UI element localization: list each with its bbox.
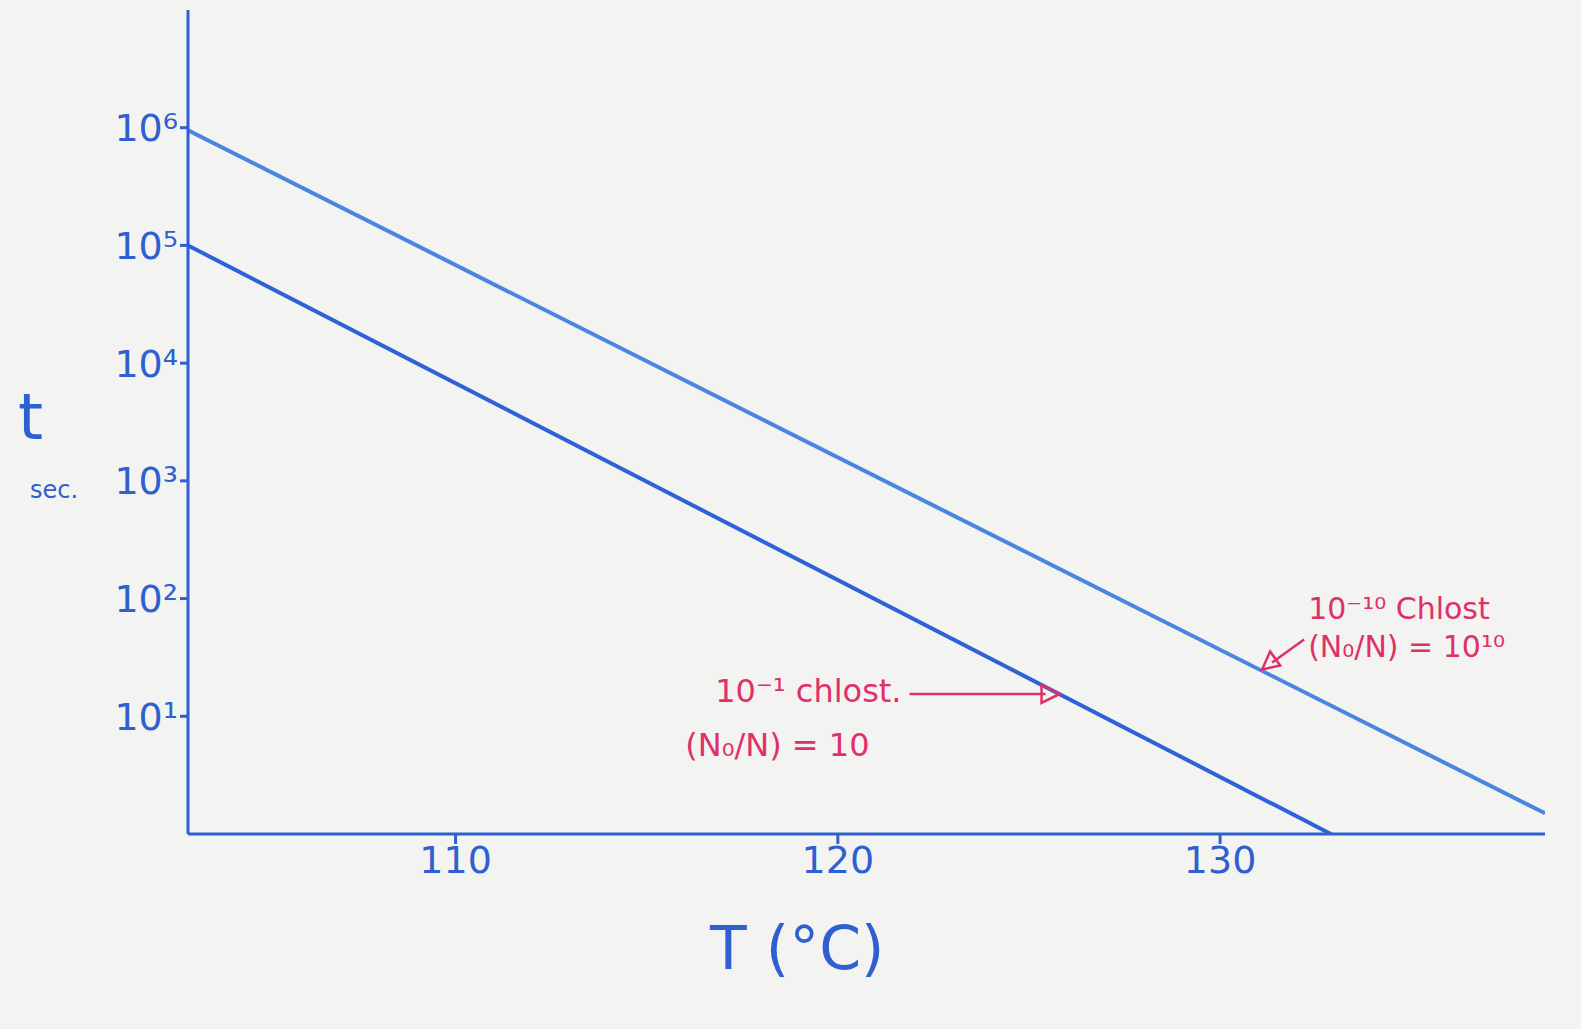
svg-text:10³: 10³ xyxy=(114,459,178,503)
svg-text:(N₀/N) = 10: (N₀/N) = 10 xyxy=(685,726,869,764)
svg-text:130: 130 xyxy=(1184,838,1257,882)
svg-text:10²: 10² xyxy=(114,577,178,621)
html-text:T (°C): T (°C) xyxy=(710,913,885,983)
svg-text:10¹: 10¹ xyxy=(114,695,178,739)
svg-text:10⁵: 10⁵ xyxy=(114,224,178,268)
svg-text:10⁻¹ chlost.: 10⁻¹ chlost. xyxy=(715,672,901,710)
svg-text:10⁶: 10⁶ xyxy=(114,106,178,150)
svg-text:(N₀/N) = 10¹⁰: (N₀/N) = 10¹⁰ xyxy=(1308,629,1505,664)
svg-text:120: 120 xyxy=(802,838,875,882)
svg-text:10⁴: 10⁴ xyxy=(114,342,178,386)
html-text:sec.: sec. xyxy=(30,476,79,504)
svg-text:10⁻¹⁰ Chlost: 10⁻¹⁰ Chlost xyxy=(1308,591,1490,626)
svg-text:110: 110 xyxy=(419,838,492,882)
html-text:t: t xyxy=(18,380,44,454)
